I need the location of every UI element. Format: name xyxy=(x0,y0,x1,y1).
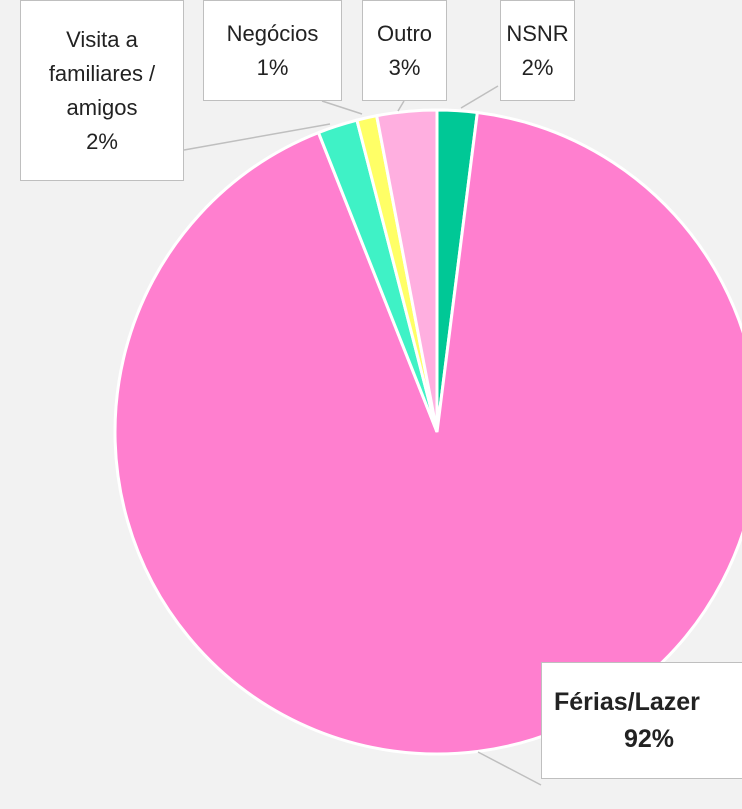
label-value: 1% xyxy=(256,54,289,80)
data-label: Negócios 1% xyxy=(203,0,342,101)
label-category: Férias/Lazer xyxy=(554,687,700,716)
label-value: 92% xyxy=(624,724,675,753)
leader-line xyxy=(477,751,542,786)
data-label: Visita a familiares / amigos 2% xyxy=(20,0,184,181)
pie-slice xyxy=(374,108,439,433)
label-category: Outro xyxy=(376,20,433,46)
label-value: 2% xyxy=(86,128,118,154)
label-category: NSNR xyxy=(506,20,569,46)
label-value: 3% xyxy=(388,54,421,80)
data-label: Outro 3% xyxy=(362,0,447,101)
label-category: Visita a familiares / amigos xyxy=(48,26,156,120)
label-value: 2% xyxy=(521,54,554,80)
leader-line xyxy=(397,100,405,112)
pie-slice xyxy=(113,110,742,756)
label-category: Negócios xyxy=(226,20,319,46)
data-label: NSNR 2% xyxy=(500,0,575,101)
leader-line xyxy=(321,100,363,115)
leader-line xyxy=(183,123,331,151)
data-label: Férias/Lazer 92% xyxy=(541,662,742,779)
leader-line xyxy=(460,85,499,109)
